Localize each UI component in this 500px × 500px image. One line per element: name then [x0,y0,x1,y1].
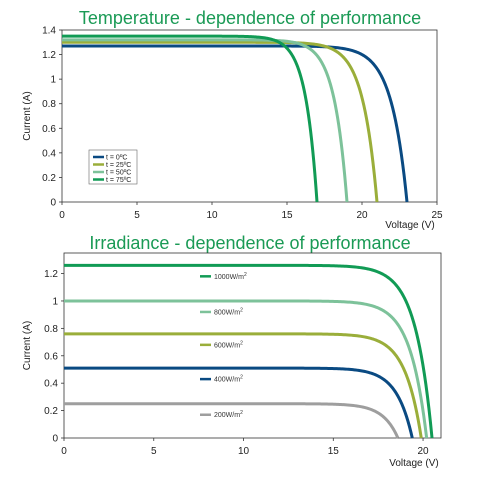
chart1-xtick-label: 15 [281,210,293,221]
chart2-legend-label: 400W/m2 [214,375,243,384]
chart2-xtick-label: 5 [151,446,157,457]
chart1-x-axis-label: Voltage (V) [385,220,434,231]
chart1-ytick-label: 0.8 [42,99,56,110]
chart1-series-line [61,44,409,203]
chart2-legend-superscript: 2 [240,410,243,416]
chart2-legend-label: 800W/m2 [214,307,243,316]
chart2-series-line [64,263,434,439]
chart1-ytick-label: 0.2 [42,173,56,184]
chart2-series-line [63,402,400,439]
chart2-legend-superscript: 2 [240,375,243,381]
chart1-y-axis-label: Current (A) [22,91,33,140]
chart2-xtick-label: 20 [417,446,429,457]
chart1-ytick-label: 1.4 [42,26,56,37]
chart2-ytick-label: 1 [52,296,58,307]
chart2-legend-superscript: 2 [240,307,243,313]
chart1-ytick-label: 0.6 [42,124,56,135]
chart1-xtick-label: 0 [59,210,65,221]
chart2-legend-label: 600W/m2 [214,340,243,349]
chart2-ytick-label: 0.4 [44,379,58,390]
chart1-ytick-label: 0.4 [42,148,56,159]
chart2-series-line [63,366,414,439]
chart1-xtick-label: 25 [431,210,443,221]
chart2-ytick-label: 0 [52,434,58,445]
chart1-title: Temperature - dependence of performance [78,8,422,28]
chart1-series-line [61,34,319,203]
chart2-ytick-label: 0.6 [44,351,58,362]
chart2-xtick-label: 15 [328,446,340,457]
chart2-xtick-label: 0 [61,446,67,457]
chart1-xtick-label: 10 [206,210,218,221]
chart2-plot-frame [63,252,442,439]
chart1-legend-label: t = 25ºC [106,162,131,169]
chart1-legend-label: t = 75ºC [106,177,131,184]
chart2-ytick-label: 0.2 [44,406,58,417]
chart1-series-line [61,38,349,203]
chart1-legend-label: t = 0ºC [106,154,127,161]
chart1-ytick-label: 0 [50,198,56,209]
chart1-ytick-label: 1.2 [42,50,56,61]
chart1-plot-frame [61,29,438,203]
chart2-ytick-label: 0.8 [44,324,58,335]
chart1-ytick-label: 1 [50,75,56,86]
chart2-legend-label: 200W/m2 [214,410,243,419]
chart2-y-axis-label: Current (A) [22,321,33,370]
chart2-ytick-label: 1.2 [44,269,58,280]
chart2-legend-superscript: 2 [244,272,247,278]
chart2-x-axis-label: Voltage (V) [389,458,438,469]
chart1-xtick-label: 5 [134,210,140,221]
chart2-xtick-label: 10 [238,446,250,457]
chart2-series-line [63,332,423,439]
chart2-legend-superscript: 2 [240,340,243,346]
chart1-legend-label: t = 50ºC [106,169,131,176]
chart2-series-line [64,299,429,439]
chart1-series-line [61,40,379,203]
chart2-legend-label: 1000W/m2 [214,272,247,281]
chart1-xtick-label: 20 [356,210,368,221]
chart2-title: Irradiance - dependence of performance [89,233,411,253]
